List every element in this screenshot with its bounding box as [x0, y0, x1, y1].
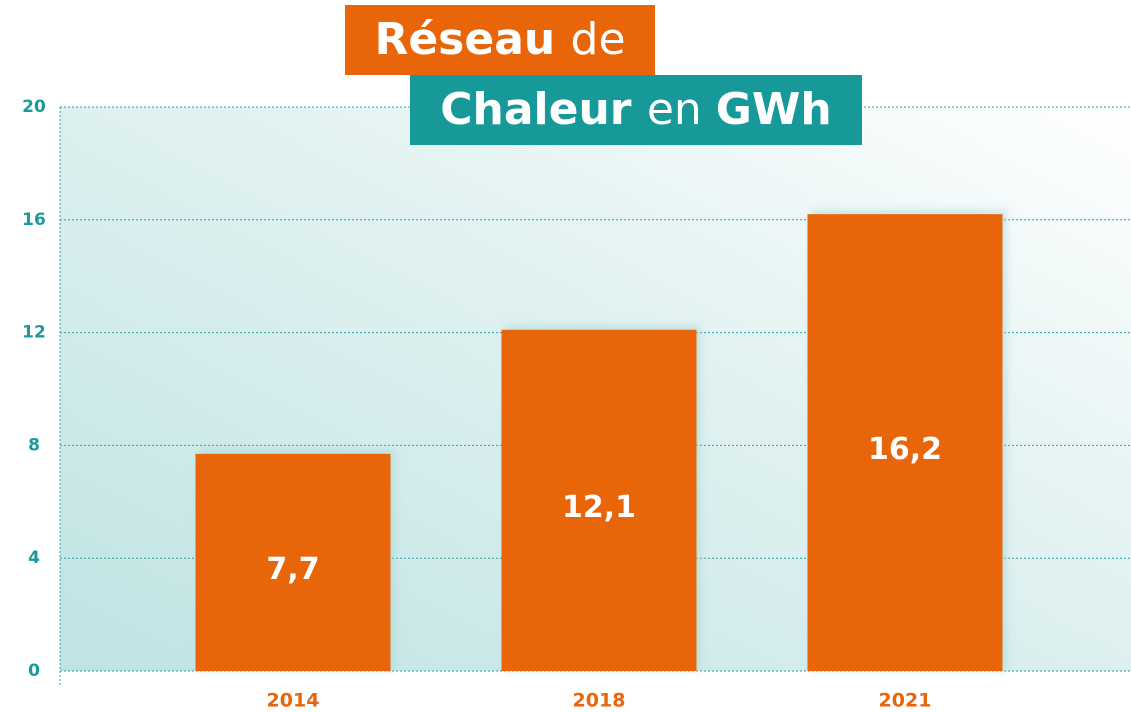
y-tick-label: 12	[22, 323, 46, 343]
title-word: en	[647, 84, 716, 135]
value-label: 7,7	[266, 552, 319, 587]
bar	[807, 214, 1003, 671]
value-label: 12,1	[562, 490, 636, 525]
x-tick-label: 2018	[573, 690, 626, 712]
bar	[195, 453, 391, 671]
y-tick-label: 20	[22, 97, 46, 117]
bar	[501, 329, 697, 671]
y-tick-label: 0	[28, 661, 40, 681]
x-tick-label: 2014	[267, 690, 320, 712]
title-word: Réseau	[374, 14, 570, 65]
value-label: 16,2	[868, 432, 942, 467]
y-tick-label: 16	[22, 210, 46, 230]
title-box	[345, 5, 655, 75]
title-word: Chaleur	[440, 84, 647, 135]
title-word: de	[571, 14, 626, 65]
title-word: GWh	[716, 84, 832, 135]
title-box	[410, 75, 862, 145]
y-tick-label: 4	[28, 548, 40, 568]
chart-title: Réseau de	[374, 14, 625, 65]
x-tick-label: 2021	[879, 690, 932, 712]
y-tick-label: 8	[28, 435, 40, 455]
chart-title: Chaleur en GWh	[440, 84, 832, 135]
